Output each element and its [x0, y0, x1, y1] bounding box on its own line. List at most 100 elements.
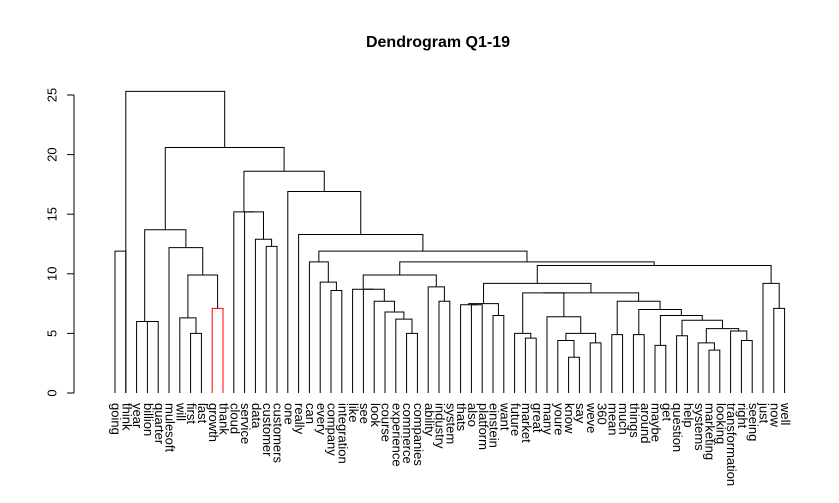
leaf-label: commerce: [400, 403, 415, 464]
leaf-label: mulesoft: [163, 403, 178, 453]
leaf-label: get: [659, 403, 674, 421]
leaf-label: growth: [206, 403, 221, 442]
y-tick-label: 15: [44, 207, 59, 221]
y-tick-label: 25: [44, 88, 59, 102]
dendrogram-link: [211, 307, 224, 393]
leaf-label: platform: [476, 403, 491, 450]
leaf-label: thank: [217, 403, 232, 435]
leaf-label: going: [109, 403, 124, 435]
leaf-label: transformation: [724, 403, 739, 486]
dendrogram-link: [632, 334, 645, 393]
leaf-label: billion: [141, 403, 156, 436]
dendrogram-link: [136, 320, 153, 393]
leaf-label: weve: [584, 402, 599, 433]
dendrogram-link: [536, 264, 772, 284]
dendrogram-link: [319, 281, 337, 393]
leaf-label: quarter: [152, 403, 167, 445]
leaf-label: last: [195, 403, 210, 424]
leaf-label: einstein: [487, 403, 502, 448]
dendrogram-link: [762, 282, 780, 393]
dendrogram-links: [114, 90, 786, 393]
y-tick-label: 20: [44, 147, 59, 161]
leaf-label: many: [541, 403, 556, 435]
leaf-label: know: [562, 403, 577, 434]
dendrogram-link: [460, 304, 477, 393]
dendrogram-link: [546, 316, 582, 393]
dendrogram-link: [773, 307, 786, 393]
dendrogram-link: [406, 332, 418, 393]
dendrogram-link: [187, 274, 219, 318]
leaf-label: market: [519, 403, 534, 443]
leaf-label: will: [173, 402, 188, 421]
leaf-label: companies: [411, 403, 426, 466]
dendrogram-link: [168, 247, 204, 393]
dendrogram-link: [589, 342, 602, 393]
leaf-label: help: [681, 403, 696, 428]
leaf-label: integration: [335, 403, 350, 464]
dendrogram-link: [438, 300, 451, 393]
leaf-label: first: [184, 403, 199, 424]
leaf-label: service: [238, 403, 253, 444]
dendrogram-link: [190, 332, 202, 393]
leaf-label: every: [314, 403, 329, 435]
leaf-label: data: [249, 403, 264, 429]
leaf-label: mean: [605, 403, 620, 436]
dendrogram-link: [543, 292, 640, 302]
dendrogram-link: [483, 282, 592, 304]
leaf-label: well: [778, 402, 793, 426]
leaf-label: customers: [271, 403, 286, 463]
dendrogram-link: [565, 332, 597, 343]
leaf-label: things: [627, 403, 642, 438]
dendrogram-link: [708, 349, 721, 393]
dendrogram-link: [522, 292, 565, 334]
leaf-label: seeing: [746, 403, 761, 441]
y-tick-label: 10: [44, 267, 59, 281]
leaf-label: course: [379, 403, 394, 442]
leaf-label: say: [573, 403, 588, 424]
leaf-label: systems: [692, 403, 707, 451]
dendrogram-link: [514, 332, 532, 393]
leaf-label: 360: [595, 403, 610, 425]
dendrogram-link: [144, 229, 187, 322]
y-axis: 0 5 10 15 20 25: [44, 88, 75, 397]
dendrogram-link: [395, 318, 413, 393]
leaf-label: marketing: [703, 403, 718, 460]
dendrogram-link: [125, 90, 226, 393]
dendrogram-link: [399, 261, 655, 275]
leaf-label: question: [670, 403, 685, 452]
dendrogram-link: [362, 274, 437, 290]
leaf-label: think: [119, 403, 134, 431]
dendrogram-link: [654, 344, 667, 393]
leaf-label: experience: [389, 403, 404, 467]
dendrogram-link: [568, 356, 580, 393]
leaf-label: look: [368, 403, 383, 427]
leaf-label: around: [638, 403, 653, 443]
leaf-label: now: [767, 403, 782, 427]
dendrogram-link: [114, 250, 127, 393]
leaf-label: ability: [422, 403, 437, 437]
dendrogram-link: [318, 250, 528, 262]
dendrogram-link: [146, 320, 159, 393]
leaf-labels: goingthinkyearbillionquartermulesoftwill…: [109, 402, 794, 486]
dendrogram-link: [373, 300, 395, 393]
dendrogram-link: [557, 340, 575, 393]
leaf-label: company: [325, 403, 340, 456]
leaf-label: maybe: [649, 403, 664, 442]
dendrogram-link: [233, 211, 255, 393]
leaf-label: really: [292, 403, 307, 435]
chart-title: Dendrogram Q1-19: [366, 34, 510, 51]
y-tick-label: 0: [44, 389, 59, 396]
y-tick-label: 5: [44, 330, 59, 337]
leaf-label: system: [443, 403, 458, 444]
leaf-label: great: [530, 403, 545, 433]
dendrogram-link: [352, 288, 374, 393]
leaf-label: want: [497, 402, 512, 431]
dendrogram-link: [254, 238, 273, 393]
dendrogram-link: [524, 337, 537, 393]
dendrogram-link: [468, 303, 499, 316]
leaf-label: customer: [260, 403, 275, 457]
leaf-label: year: [130, 403, 145, 429]
leaf-label: youre: [551, 403, 566, 436]
leaf-label: looking: [713, 403, 728, 444]
